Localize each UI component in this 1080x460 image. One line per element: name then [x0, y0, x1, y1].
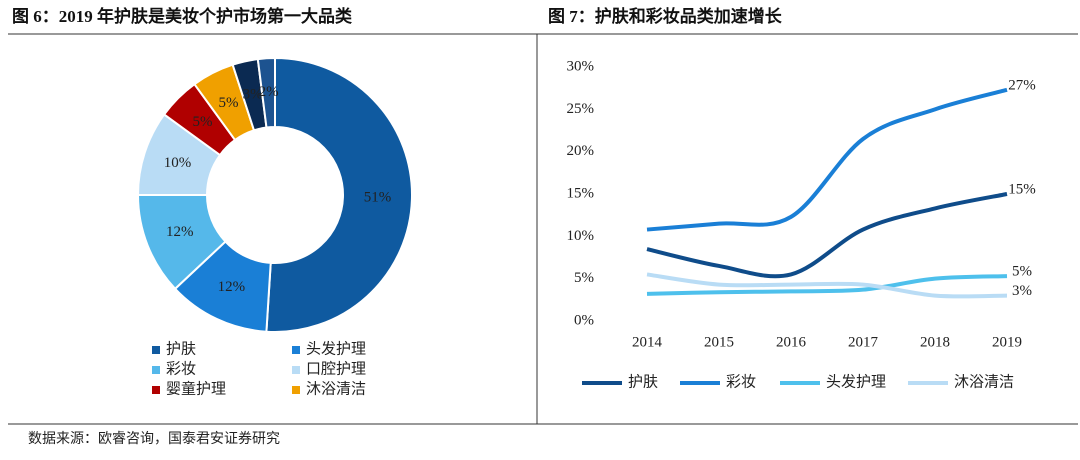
figure-title: 图 6：2019 年护肤是美妆个护市场第一大品类 [12, 6, 353, 26]
x-tick-label: 2017 [848, 334, 879, 350]
slice-label: 12% [218, 279, 246, 295]
legend-swatch [292, 366, 300, 374]
legend-swatch [152, 366, 160, 374]
x-tick-label: 2019 [992, 334, 1022, 350]
slice-label: 5% [218, 95, 238, 111]
legend-label: 护肤 [166, 340, 196, 357]
figure-title: 图 7：护肤和彩妆品类加速增长 [548, 6, 783, 26]
slice-label: 3% [243, 86, 263, 102]
legend-swatch [292, 346, 300, 354]
series-line [646, 192, 1008, 279]
series-line [646, 274, 1008, 296]
legend-label: 沐浴清洁 [954, 373, 1014, 390]
y-tick-label: 20% [567, 143, 595, 159]
y-tick-label: 10% [567, 228, 595, 244]
donut-slice [265, 56, 413, 333]
source: 数据来源：欧睿咨询，国泰君安证券研究 [28, 431, 280, 447]
y-tick-label: 15% [567, 185, 595, 201]
legend-label: 头发护理 [826, 373, 886, 390]
slice-label: 10% [164, 155, 192, 171]
legend-label: 彩妆 [726, 373, 756, 390]
donut-slice [256, 56, 276, 129]
x-tick-label: 2016 [776, 334, 807, 350]
legend-label: 护肤 [628, 373, 658, 390]
y-tick-label: 5% [574, 270, 594, 286]
series-line [646, 272, 1008, 299]
slice-label: 12% [166, 224, 194, 240]
slice-label: 2% [259, 84, 279, 100]
legend-swatch [292, 386, 300, 394]
slice-label: 51% [364, 190, 392, 206]
series-line [646, 87, 1008, 232]
legend-swatch [152, 386, 160, 394]
x-tick-label: 2014 [632, 334, 663, 350]
legend-label: 婴童护理 [166, 379, 226, 397]
slice-label: 5% [193, 114, 213, 130]
x-tick-label: 2018 [920, 334, 950, 350]
y-tick-label: 25% [567, 101, 595, 117]
data-label: 27% [1008, 77, 1036, 93]
y-tick-label: 0% [574, 312, 594, 328]
data-label: 3% [1012, 283, 1032, 299]
data-label: 5% [1012, 264, 1032, 280]
y-tick-label: 30% [567, 58, 595, 74]
legend-label: 头发护理 [306, 340, 366, 357]
x-tick-label: 2015 [704, 334, 734, 350]
legend-label: 沐浴清洁 [306, 380, 366, 397]
legend-label: 口腔护理 [306, 360, 366, 377]
legend-label: 彩妆 [166, 360, 196, 377]
data-label: 15% [1008, 181, 1036, 197]
legend-swatch [152, 346, 160, 354]
